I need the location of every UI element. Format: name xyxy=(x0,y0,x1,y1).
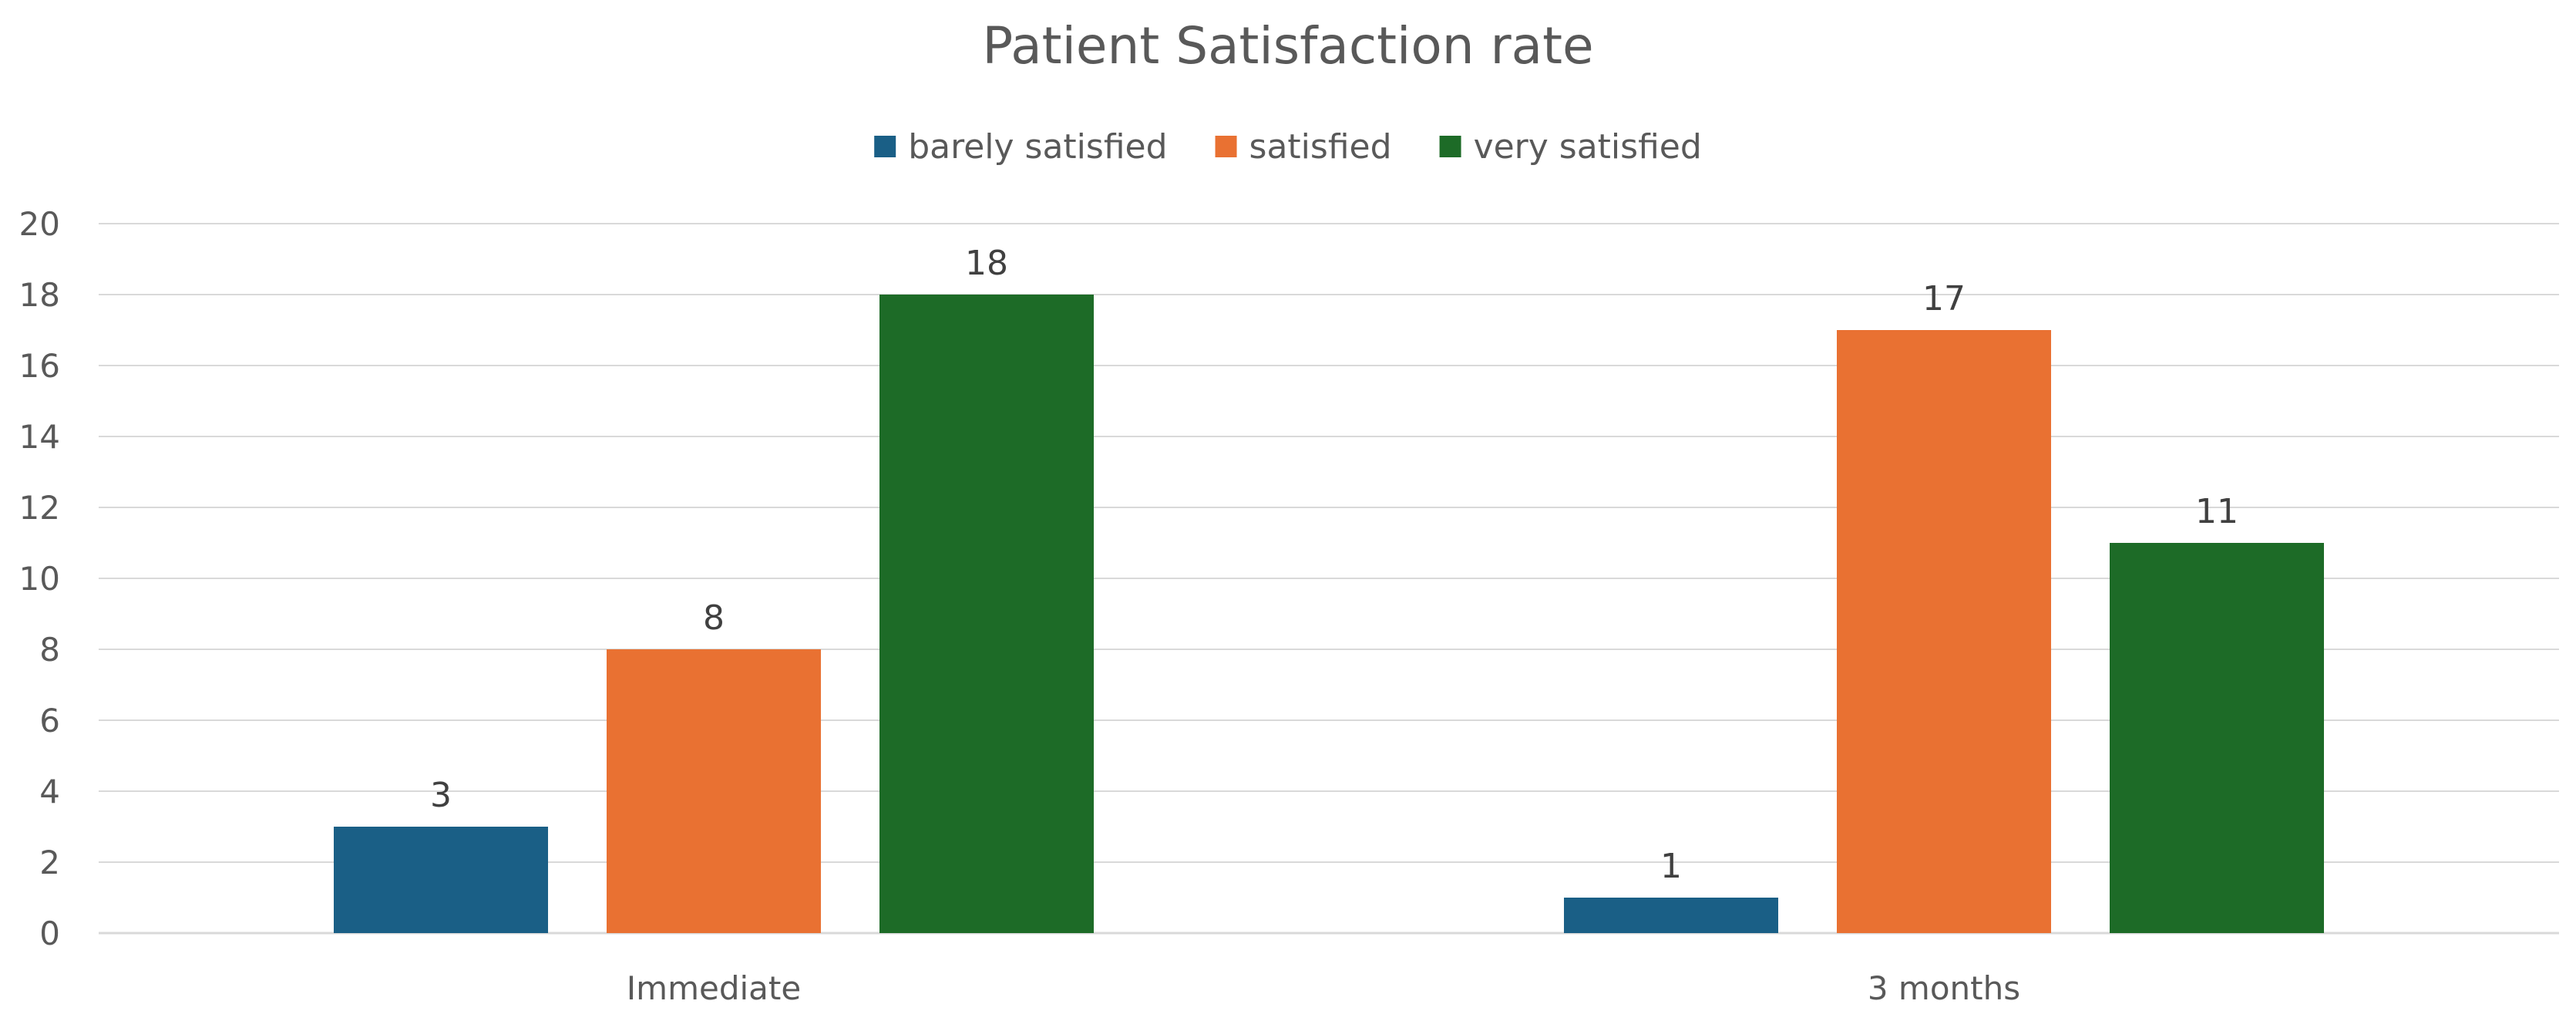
y-tick-label-4: 4 xyxy=(39,773,60,810)
legend-item-very-satisfied: very satisfied xyxy=(1439,127,1702,167)
data-label-immediate-very-satisfied: 18 xyxy=(965,244,1008,283)
x-category-label-immediate: Immediate xyxy=(627,969,801,1007)
bar-immediate-barely-satisfied xyxy=(334,827,548,933)
data-label-immediate-barely-satisfied: 3 xyxy=(430,776,452,815)
bar-immediate-satisfied xyxy=(607,649,821,933)
legend-item-barely-satisfied: barely satisfied xyxy=(874,127,1168,167)
data-labels: 3 8 18 1 17 11 xyxy=(430,244,2238,886)
y-tick-label-2: 2 xyxy=(39,844,60,881)
legend-swatch-barely-satisfied xyxy=(874,136,896,157)
y-tick-label-14: 14 xyxy=(19,418,60,456)
y-tick-label-8: 8 xyxy=(39,631,60,669)
data-label-3-months-very-satisfied: 11 xyxy=(2195,492,2238,531)
x-axis-category-labels: Immediate 3 months xyxy=(627,969,2020,1007)
bar-3-months-very-satisfied xyxy=(2110,543,2324,933)
y-tick-label-6: 6 xyxy=(39,702,60,740)
data-label-3-months-barely-satisfied: 1 xyxy=(1660,847,1682,886)
y-axis-tick-labels: 0 2 4 6 8 10 12 14 16 18 20 xyxy=(19,205,60,952)
data-label-immediate-satisfied: 8 xyxy=(703,598,725,638)
chart-title: Patient Satisfaction rate xyxy=(982,16,1593,76)
y-tick-label-18: 18 xyxy=(19,276,60,314)
bar-immediate-very-satisfied xyxy=(879,295,1094,933)
bars xyxy=(334,295,2324,933)
bar-3-months-barely-satisfied xyxy=(1564,898,1778,933)
x-category-label-3-months: 3 months xyxy=(1868,969,2020,1007)
data-label-3-months-satisfied: 17 xyxy=(1922,279,1966,318)
y-tick-label-10: 10 xyxy=(19,560,60,598)
legend-swatch-satisfied xyxy=(1215,136,1237,157)
legend-label-barely-satisfied: barely satisfied xyxy=(908,127,1167,167)
bar-3-months-satisfied xyxy=(1837,330,2051,933)
legend-label-very-satisfied: very satisfied xyxy=(1474,127,1702,167)
y-tick-label-12: 12 xyxy=(19,489,60,527)
y-tick-label-0: 0 xyxy=(39,915,60,952)
legend: barely satisfied satisfied very satisfied xyxy=(874,127,1702,167)
y-tick-label-20: 20 xyxy=(19,205,60,243)
legend-label-satisfied: satisfied xyxy=(1249,127,1392,167)
y-tick-label-16: 16 xyxy=(19,347,60,385)
legend-swatch-very-satisfied xyxy=(1439,136,1461,157)
legend-item-satisfied: satisfied xyxy=(1215,127,1392,167)
